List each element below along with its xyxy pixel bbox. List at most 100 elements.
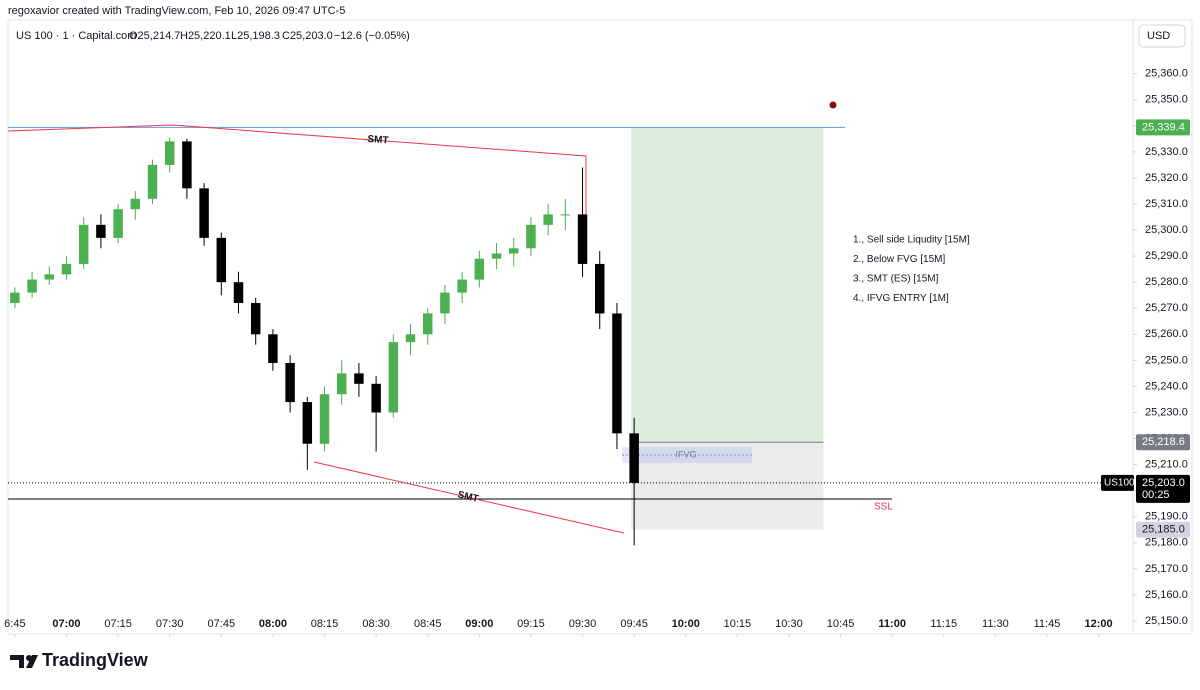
y-tick-label: 25,210.0 bbox=[1145, 459, 1188, 471]
profit-zone bbox=[631, 127, 824, 443]
x-tick-label: 09:15 bbox=[517, 618, 545, 630]
stop-zone bbox=[631, 442, 824, 530]
smt-line bbox=[313, 461, 625, 534]
x-tick-label: 07:00 bbox=[52, 618, 80, 630]
x-tick-label: 08:15 bbox=[311, 618, 339, 630]
candle-body bbox=[233, 282, 244, 304]
candle-body bbox=[595, 263, 605, 314]
symbol: US 100 · 1 · Capital.com bbox=[16, 30, 136, 42]
y-tick-label: 25,190.0 bbox=[1145, 511, 1188, 523]
candle-body bbox=[509, 248, 519, 254]
x-tick-label: 08:45 bbox=[414, 618, 442, 630]
note: 3., SMT (ES) [15M] bbox=[853, 274, 939, 285]
x-tick-label: 11:45 bbox=[1034, 618, 1061, 630]
candle-body bbox=[491, 253, 502, 259]
candle-body bbox=[354, 373, 364, 384]
price-tag bbox=[1136, 521, 1190, 538]
countdown: 00:25 bbox=[1142, 489, 1170, 501]
smt-label: SMT bbox=[456, 489, 479, 504]
x-tick-label: 09:45 bbox=[620, 618, 648, 630]
x-tick-label: 08:30 bbox=[362, 618, 390, 630]
ohlc: C25,203.0 bbox=[282, 30, 333, 42]
candle-body bbox=[130, 198, 141, 210]
ssl-label: SSL bbox=[874, 502, 893, 513]
ohlc: L25,198.3 bbox=[231, 30, 280, 42]
candle-body bbox=[405, 334, 416, 343]
candle-body bbox=[526, 224, 536, 249]
candle-body bbox=[371, 383, 381, 413]
candle-body bbox=[78, 224, 89, 264]
logo-icon bbox=[26, 655, 32, 661]
brand: TradingView bbox=[42, 650, 149, 670]
note: 1., Sell side Liqudity [15M] bbox=[853, 235, 970, 246]
y-tick-label: 25,150.0 bbox=[1145, 615, 1188, 627]
candle-body bbox=[199, 188, 209, 238]
y-tick-label: 25,240.0 bbox=[1145, 380, 1188, 392]
x-tick-label: 10:45 bbox=[827, 618, 855, 630]
candle-body bbox=[61, 263, 72, 275]
x-tick-label: 09:30 bbox=[569, 618, 597, 630]
price-tag-label: 25,203.0 bbox=[1142, 477, 1185, 489]
symbol-tag-label: US100 bbox=[1104, 477, 1135, 488]
currency-button[interactable] bbox=[1138, 24, 1186, 48]
x-tick-label: 12:00 bbox=[1085, 618, 1113, 630]
x-tick-label: 09:00 bbox=[465, 618, 493, 630]
candle-body bbox=[268, 334, 278, 363]
note: 2., Below FVG [15M] bbox=[853, 254, 945, 265]
candle-body bbox=[182, 141, 192, 189]
x-tick-label: 10:15 bbox=[724, 618, 752, 630]
candle-body bbox=[113, 209, 123, 238]
candle-body bbox=[302, 402, 313, 444]
x-tick-label: 08:00 bbox=[259, 618, 287, 630]
smt-label: SMT bbox=[367, 134, 389, 146]
ohlc: O25,214.7 bbox=[129, 30, 180, 42]
y-tick-label: 25,250.0 bbox=[1145, 354, 1188, 366]
candle-body bbox=[164, 141, 175, 165]
x-tick-label: 11:30 bbox=[982, 618, 1009, 630]
candle-body bbox=[560, 214, 571, 216]
currency[interactable]: USD bbox=[1147, 30, 1170, 42]
y-tick-label: 25,330.0 bbox=[1145, 146, 1188, 158]
candle-body bbox=[96, 224, 106, 238]
candle-body bbox=[440, 292, 450, 314]
ohlc-change: −12.6 (−0.05%) bbox=[334, 30, 410, 42]
candle-body bbox=[422, 313, 433, 335]
note: 4., IFVG ENTRY [1M] bbox=[853, 293, 949, 304]
x-tick-label: 10:30 bbox=[775, 618, 803, 630]
x-tick-label: 07:45 bbox=[208, 618, 236, 630]
candle-body bbox=[577, 214, 588, 264]
y-tick-label: 25,160.0 bbox=[1145, 589, 1188, 601]
y-tick-label: 25,180.0 bbox=[1145, 537, 1188, 549]
candle-body bbox=[474, 258, 485, 280]
candle-body bbox=[543, 214, 553, 225]
price-tag-label: 25,185.0 bbox=[1142, 524, 1185, 536]
y-tick-label: 25,310.0 bbox=[1145, 198, 1188, 210]
price-tag bbox=[1136, 119, 1190, 136]
candle-body bbox=[216, 237, 227, 283]
y-tick-label: 25,300.0 bbox=[1145, 224, 1188, 236]
x-tick-label: 6:45 bbox=[4, 618, 25, 630]
alert-icon bbox=[829, 101, 837, 109]
candle-body bbox=[629, 433, 639, 483]
y-tick-label: 25,270.0 bbox=[1145, 302, 1188, 314]
candle-body bbox=[27, 279, 37, 293]
price-tag bbox=[1136, 474, 1190, 503]
candle-body bbox=[147, 164, 158, 199]
x-tick-label: 07:15 bbox=[104, 618, 132, 630]
y-tick-label: 25,170.0 bbox=[1145, 563, 1188, 575]
y-tick-label: 25,350.0 bbox=[1145, 94, 1188, 106]
x-tick-label: 10:00 bbox=[672, 618, 700, 630]
x-tick-label: 11:00 bbox=[878, 618, 906, 630]
y-tick-label: 25,290.0 bbox=[1145, 250, 1188, 262]
ifvg-label: IFVG bbox=[675, 449, 696, 459]
y-tick-label: 25,230.0 bbox=[1145, 406, 1188, 418]
symbol-line: US 100 · 1 · Capital.com O25,214.7 H25,2… bbox=[16, 30, 410, 42]
candle-body bbox=[612, 313, 622, 434]
candle-body bbox=[388, 342, 399, 413]
x-tick-label: 11:15 bbox=[930, 618, 957, 630]
price-tag-label: 25,218.6 bbox=[1142, 436, 1185, 448]
candle-body bbox=[44, 274, 55, 280]
